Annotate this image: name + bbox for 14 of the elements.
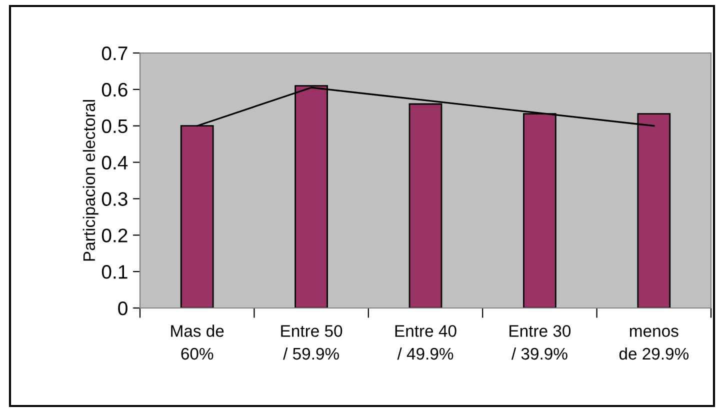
- x-tick-label: Entre 30 / 39.9%: [510, 325, 571, 360]
- y-tick-label: 0.3: [102, 192, 128, 206]
- y-tick-label: 0.6: [102, 82, 128, 97]
- y-tick-label: 0.2: [102, 228, 128, 242]
- x-tick-label: menos de 29.9%: [619, 328, 689, 360]
- y-tick-label: 0.1: [102, 265, 128, 279]
- y-tick-label: 0.5: [102, 119, 128, 134]
- x-tick-label: Entre 50 / 59.9%: [281, 325, 342, 360]
- y-axis-title: Participacion electoral: [82, 100, 98, 261]
- y-tick-label: 0.4: [102, 156, 128, 170]
- y-tick-label: 0: [118, 301, 128, 316]
- y-tick-label: 0.7: [102, 46, 128, 60]
- x-tick-label: Entre 40 / 49.9%: [395, 325, 456, 360]
- x-tick-label: Mas de 60%: [171, 324, 224, 360]
